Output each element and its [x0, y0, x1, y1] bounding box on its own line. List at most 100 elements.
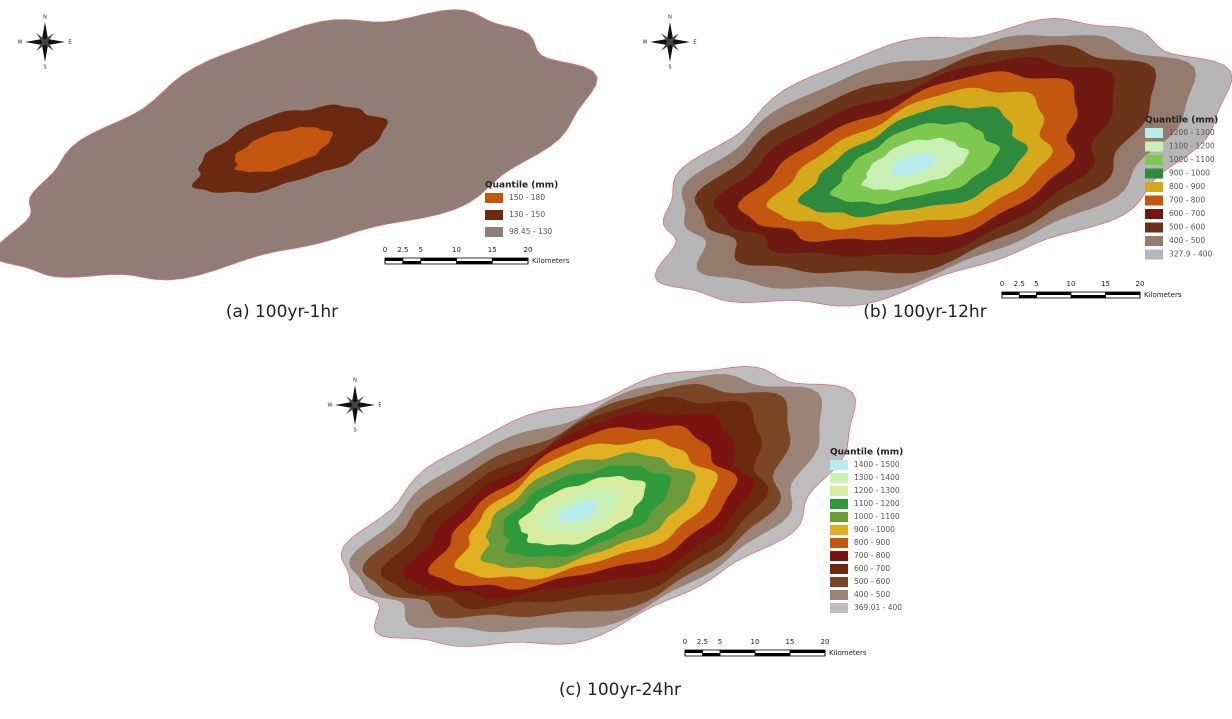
legend-label: 700 - 800 — [854, 551, 890, 560]
scale-label: 20 — [524, 246, 533, 254]
legend-title: Quantile (mm) — [485, 181, 558, 191]
legend-label: 800 - 900 — [1169, 182, 1205, 191]
scale-label: 15 — [1101, 280, 1110, 288]
legend-swatch — [830, 525, 848, 535]
legend-swatch — [485, 193, 503, 203]
scale-label: 10 — [452, 246, 461, 254]
scale-segment — [457, 261, 493, 264]
scale-unit: Kilometers — [1144, 291, 1182, 299]
legend-swatch — [830, 577, 848, 587]
compass-label: W — [328, 403, 333, 409]
legend-label: 130 - 150 — [509, 210, 545, 219]
legend-label: 1100 - 1200 — [854, 499, 900, 508]
legend-label: 1000 - 1100 — [1169, 155, 1215, 164]
legend-swatch — [1145, 250, 1163, 260]
legend-swatch — [485, 210, 503, 220]
map-panel: N S E W Quantile (mm) 1400 - 1500 1300 - 1400 1… — [328, 366, 904, 700]
scale-segment — [385, 258, 403, 261]
legend-label: 369.01 - 400 — [854, 603, 902, 612]
scale-label: 15 — [786, 638, 795, 646]
legend-swatch — [1145, 155, 1163, 165]
scale-label: 10 — [1067, 280, 1076, 288]
legend-label: 98.45 - 130 — [509, 227, 552, 236]
scale-segment — [1071, 295, 1106, 298]
legend-swatch — [830, 538, 848, 548]
legend-label: 1200 - 1300 — [854, 486, 900, 495]
legend-swatch — [830, 460, 848, 470]
legend-label: 400 - 500 — [854, 590, 890, 599]
legend-swatch — [830, 551, 848, 561]
legend-label: 600 - 700 — [854, 564, 890, 573]
legend-label: 800 - 900 — [854, 538, 890, 547]
scale-label: 10 — [751, 638, 760, 646]
legend-swatch — [485, 227, 503, 237]
legend-swatch — [830, 512, 848, 522]
legend-title: Quantile (mm) — [1145, 116, 1218, 126]
legend-label: 500 - 600 — [1169, 223, 1205, 232]
scale-label: 2.5 — [397, 246, 408, 254]
scale-segment — [790, 650, 825, 653]
legend-swatch — [1145, 209, 1163, 219]
legend-label: 1300 - 1400 — [854, 473, 900, 482]
scale-label: 5 — [1034, 280, 1038, 288]
legend-label: 1100 - 1200 — [1169, 142, 1215, 151]
scale-segment — [403, 261, 421, 264]
figure: N S E W Quantile (mm) 150 - 180 130 - 150 98.45… — [0, 0, 1232, 715]
scale-label: 5 — [419, 246, 423, 254]
scale-label: 20 — [821, 638, 830, 646]
scale-label: 0 — [1000, 280, 1004, 288]
caption: (c) 100yr-24hr — [559, 680, 681, 700]
legend-label: 1000 - 1100 — [854, 512, 900, 521]
compass-label: N — [668, 15, 672, 21]
legend-swatch — [1145, 182, 1163, 192]
legend-swatch — [1145, 236, 1163, 246]
scale-label: 5 — [718, 638, 722, 646]
legend-swatch — [830, 473, 848, 483]
legend-label: 900 - 1000 — [854, 525, 895, 534]
legend-swatch — [830, 564, 848, 574]
legend-swatch — [830, 603, 848, 613]
map-panel: N S E W Quantile (mm) 1200 - 1300 1100 - 1200 1… — [643, 15, 1232, 323]
compass-label: S — [43, 65, 46, 71]
compass-label: S — [668, 65, 671, 71]
caption: (b) 100yr-12hr — [863, 302, 986, 322]
compass-label: E — [693, 40, 696, 46]
scale-label: 2.5 — [697, 638, 708, 646]
compass-label: S — [353, 428, 356, 434]
scale-segment — [1106, 292, 1141, 295]
legend-label: 600 - 700 — [1169, 209, 1205, 218]
legend-label: 900 - 1000 — [1169, 169, 1210, 178]
scale-label: 15 — [488, 246, 497, 254]
legend-label: 150 - 180 — [509, 193, 545, 202]
scale-segment — [1037, 292, 1072, 295]
legend-title: Quantile (mm) — [830, 448, 903, 458]
scale-segment — [720, 650, 755, 653]
legend-swatch — [1145, 169, 1163, 179]
scale-segment — [1002, 292, 1019, 295]
compass-label: W — [18, 40, 23, 46]
scale-segment — [703, 653, 721, 656]
legend-label: 327.9 - 400 — [1169, 250, 1212, 259]
caption: (a) 100yr-1hr — [226, 302, 338, 322]
legend-swatch — [1145, 196, 1163, 206]
compass-label: N — [43, 15, 47, 21]
compass-label: W — [643, 40, 648, 46]
legend-label: 500 - 600 — [854, 577, 890, 586]
legend-swatch — [1145, 223, 1163, 233]
scale-segment — [1019, 295, 1036, 298]
legend-label: 1200 - 1300 — [1169, 128, 1215, 137]
scale-segment — [421, 258, 457, 261]
scale-segment — [492, 258, 528, 261]
legend-label: 400 - 500 — [1169, 236, 1205, 245]
legend-swatch — [830, 499, 848, 509]
legend-label: 1400 - 1500 — [854, 460, 900, 469]
legend-swatch — [830, 590, 848, 600]
compass-label: N — [353, 378, 357, 384]
scale-segment — [685, 650, 703, 653]
scale-segment — [755, 653, 790, 656]
scale-label: 0 — [683, 638, 687, 646]
scale-label: 0 — [383, 246, 387, 254]
legend-swatch — [830, 486, 848, 496]
compass-label: E — [378, 403, 381, 409]
